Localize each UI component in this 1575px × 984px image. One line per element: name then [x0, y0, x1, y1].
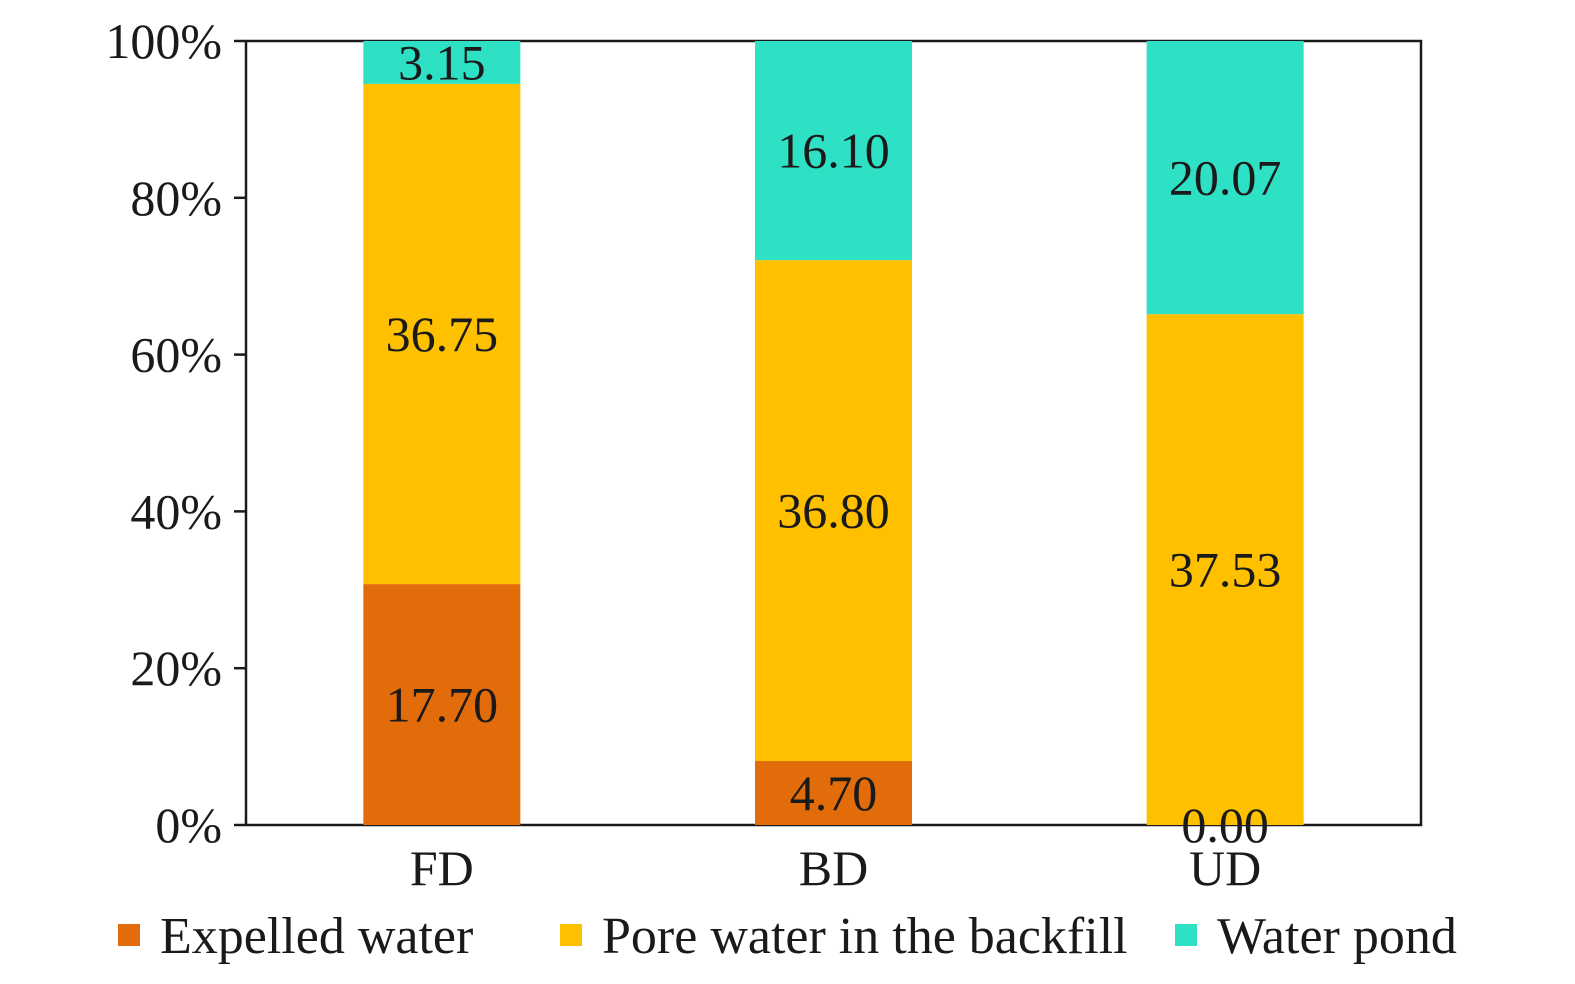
y-tick-label: 0% — [155, 797, 222, 853]
data-label: 20.07 — [1169, 150, 1282, 206]
x-tick-label: BD — [799, 840, 868, 896]
data-label: 0.00 — [1181, 797, 1269, 853]
legend: Expelled water Pore water in the backfill… — [118, 908, 1457, 965]
data-label: 17.70 — [386, 677, 499, 733]
legend-swatch — [1175, 924, 1197, 946]
data-label: 36.80 — [777, 483, 890, 539]
data-label: 3.15 — [398, 34, 486, 90]
bar-segment — [755, 260, 912, 762]
x-tick-label: FD — [410, 840, 474, 896]
legend-label: Water pond — [1217, 908, 1457, 965]
x-axis: FD BD UD — [410, 840, 1261, 896]
bar-segment — [363, 83, 521, 585]
bar-segment — [1146, 314, 1304, 825]
bars — [363, 41, 1304, 825]
data-label: 4.70 — [790, 765, 878, 821]
bar-segment — [1146, 41, 1304, 315]
data-label: 37.53 — [1169, 542, 1282, 598]
data-labels: 17.70 36.75 3.15 4.70 36.80 16.10 0.00 37.53 20.… — [386, 34, 1282, 853]
bar-segment — [363, 41, 521, 84]
legend-label: Expelled water — [160, 908, 473, 965]
y-tick-label: 60% — [130, 327, 222, 383]
legend-swatch — [118, 924, 140, 946]
y-tick-label: 100% — [105, 13, 222, 69]
y-tick-label: 80% — [130, 170, 222, 226]
y-tick-label: 20% — [130, 640, 222, 696]
legend-label: Pore water in the backfill — [602, 908, 1128, 965]
legend-swatch — [560, 924, 582, 946]
bar-segment — [755, 761, 912, 825]
data-label: 16.10 — [777, 123, 890, 179]
y-axis: 0% 20% 40% 60% 80% 100% — [105, 13, 246, 853]
data-label: 36.75 — [386, 306, 499, 362]
y-tick-label: 40% — [130, 483, 222, 539]
x-tick-label: UD — [1189, 840, 1261, 896]
bar-segment — [755, 41, 912, 261]
bar-segment — [363, 584, 521, 825]
